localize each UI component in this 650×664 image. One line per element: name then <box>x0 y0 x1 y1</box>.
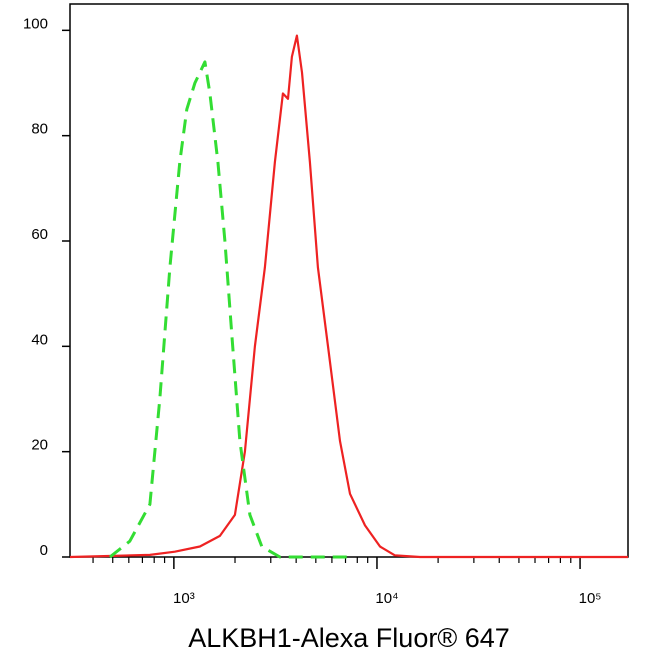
y-tick-label: 100 <box>23 15 48 32</box>
histogram-line <box>108 60 350 559</box>
y-tick-label: 20 <box>31 437 48 454</box>
plot-frame <box>69 3 629 558</box>
x-tick-label: 10⁴ <box>375 590 398 607</box>
y-tick-label: 40 <box>31 331 48 348</box>
x-tick-label: 10³ <box>173 590 195 607</box>
y-tick-label: 0 <box>40 542 48 559</box>
y-tick-label: 60 <box>31 226 48 243</box>
x-tick-label: 10⁵ <box>579 590 602 607</box>
histogram-line <box>69 34 628 559</box>
y-tick-label: 80 <box>31 121 48 138</box>
x-axis-label: ALKBH1-Alexa Fluor® 647 <box>188 623 510 653</box>
